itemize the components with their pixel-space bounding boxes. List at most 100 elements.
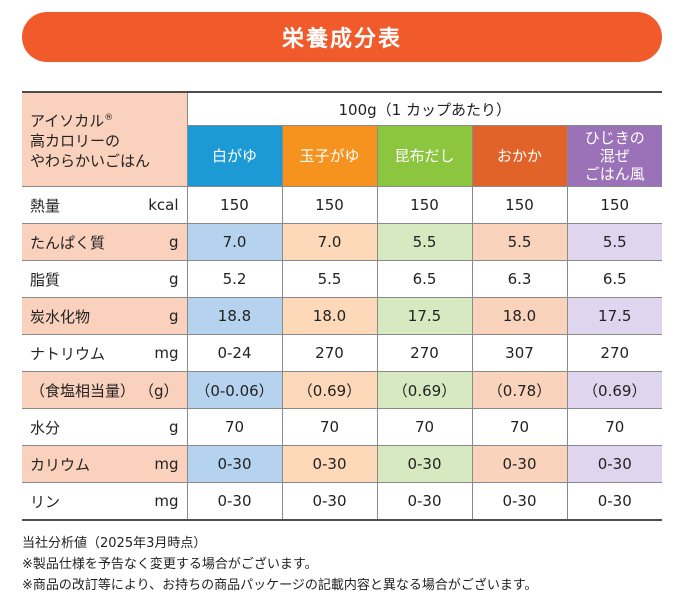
flavor-header: おかか — [471, 125, 568, 187]
flavor-label: 玉子がゆ — [299, 147, 360, 165]
nutrient-value: 150 — [376, 186, 473, 224]
nutrient-value: 270 — [281, 334, 378, 372]
page-title: 栄養成分表 — [281, 27, 402, 52]
nutrient-label-cell: たんぱく質 g — [22, 223, 188, 261]
nutrient-label-cell: 水分 g — [22, 408, 188, 446]
flavor-header: 白がゆ — [187, 125, 283, 187]
nutrient-unit: kcal — [148, 196, 179, 214]
nutrient-value: 150 — [281, 186, 378, 224]
footnote-line: ※製品仕様を予告なく変更する場合がございます。 — [22, 557, 318, 572]
nutrient-unit: g — [168, 418, 179, 436]
nutrient-value: 18.0 — [471, 297, 568, 335]
nutrient-label-cell: ナトリウム mg — [22, 334, 188, 372]
nutrient-label-cell: （食塩相当量） （g） — [22, 371, 188, 409]
nutrient-value: 150 — [186, 186, 283, 224]
footnotes: 当社分析値（2025年3月時点） ※製品仕様を予告なく変更する場合がございます。… — [22, 533, 662, 596]
nutrient-row: （食塩相当量） （g） （0-0.06） （0.69） （0.69） （0.78） （0.6… — [22, 371, 662, 409]
nutrient-value: （0.78） — [471, 371, 568, 409]
nutrient-name: たんぱく質 — [30, 233, 106, 252]
flavor-label: 白がゆ — [211, 147, 257, 165]
nutrient-value: 6.5 — [566, 260, 662, 298]
footnote-line: 当社分析値（2025年3月時点） — [22, 536, 207, 551]
nutrient-label-cell: 熱量 kcal — [22, 186, 188, 224]
nutrient-value: 5.5 — [471, 223, 568, 261]
nutrient-value: 18.8 — [186, 297, 283, 335]
nutrient-value: 0-30 — [471, 445, 568, 483]
nutrient-unit: g — [168, 270, 179, 288]
nutrient-row: 脂質 g 5.2 5.5 6.5 6.3 6.5 — [22, 260, 662, 298]
nutrient-unit: （g） — [138, 381, 179, 400]
nutrient-name: 炭水化物 — [30, 307, 91, 326]
nutrient-value: 5.5 — [281, 260, 378, 298]
nutrient-value: （0-0.06） — [186, 371, 283, 409]
registered-mark: ® — [104, 113, 114, 123]
nutrient-value: 17.5 — [566, 297, 662, 335]
nutrient-value: 5.5 — [566, 223, 662, 261]
product-name-line: やわらかいごはん — [30, 152, 151, 170]
nutrient-label-cell: 脂質 g — [22, 260, 188, 298]
nutrient-value: 0-30 — [376, 445, 473, 483]
nutrient-name: 脂質 — [30, 270, 61, 289]
flavor-header: 玉子がゆ — [281, 125, 378, 187]
nutrient-unit: g — [168, 307, 179, 325]
nutrient-row: 水分 g 70 70 70 70 70 — [22, 408, 662, 446]
nutrient-unit: mg — [154, 492, 179, 510]
nutrient-value: 5.2 — [186, 260, 283, 298]
title-banner: 栄養成分表 — [22, 12, 662, 62]
nutrient-value: 18.0 — [281, 297, 378, 335]
nutrient-value: 5.5 — [376, 223, 473, 261]
nutrient-label-cell: カリウム mg — [22, 445, 188, 483]
nutrient-label-cell: 炭水化物 g — [22, 297, 188, 335]
nutrient-name: カリウム — [30, 455, 91, 474]
nutrient-name: 水分 — [30, 418, 61, 437]
nutrient-value: 270 — [566, 334, 662, 372]
nutrient-label-cell: リン mg — [22, 482, 188, 521]
nutrient-value: 70 — [471, 408, 568, 446]
flavor-header: 昆布だし — [376, 125, 473, 187]
nutrient-unit: mg — [154, 455, 179, 473]
nutrient-value: 6.5 — [376, 260, 473, 298]
nutrient-value: 70 — [281, 408, 378, 446]
nutrient-value: 7.0 — [281, 223, 378, 261]
nutrient-name: 熱量 — [30, 196, 61, 215]
nutrient-row: リン mg 0-30 0-30 0-30 0-30 0-30 — [22, 482, 662, 521]
nutrient-row: 熱量 kcal 150 150 150 150 150 — [22, 186, 662, 224]
nutrient-value: （0.69） — [376, 371, 473, 409]
nutrient-value: 0-30 — [281, 445, 378, 483]
nutrient-value: 0-30 — [566, 482, 662, 521]
flavor-label: ごはん風 — [584, 165, 645, 183]
nutrient-row: たんぱく質 g 7.0 7.0 5.5 5.5 5.5 — [22, 223, 662, 261]
nutrient-value: （0.69） — [281, 371, 378, 409]
nutrient-name: （食塩相当量） — [30, 381, 136, 400]
product-name-cell: アイソカル® 高カロリーの やわらかいごはん — [22, 91, 188, 187]
product-name-line: アイソカル® — [30, 112, 114, 130]
nutrient-name: リン — [30, 492, 61, 511]
nutrient-value: 6.3 — [471, 260, 568, 298]
nutrient-value: 150 — [566, 186, 662, 224]
nutrient-name: ナトリウム — [30, 344, 106, 363]
nutrient-value: 70 — [186, 408, 283, 446]
nutrient-row: 炭水化物 g 18.8 18.0 17.5 18.0 17.5 — [22, 297, 662, 335]
flavor-label: ひじきの — [584, 129, 645, 147]
nutrient-value: （0.69） — [566, 371, 662, 409]
nutrient-unit: g — [168, 233, 179, 251]
nutrient-value: 70 — [566, 408, 662, 446]
nutrient-value: 0-30 — [186, 445, 283, 483]
nutrient-value: 0-30 — [376, 482, 473, 521]
nutrient-value: 0-30 — [566, 445, 662, 483]
nutrient-value: 0-30 — [281, 482, 378, 521]
serving-size-header: 100g（1 カップあたり） — [186, 91, 662, 126]
nutrient-row: ナトリウム mg 0-24 270 270 307 270 — [22, 334, 662, 372]
nutrient-value: 0-30 — [471, 482, 568, 521]
nutrient-unit: mg — [154, 344, 179, 362]
flavor-label: 昆布だし — [394, 147, 455, 165]
product-name-line: 高カロリーの — [30, 132, 121, 150]
nutrient-value: 307 — [471, 334, 568, 372]
footnote-line: ※商品の改訂等により、お持ちの商品パッケージの記載内容と異なる場合がございます。 — [22, 578, 538, 593]
nutrient-value: 270 — [376, 334, 473, 372]
nutrition-table: アイソカル® 高カロリーの やわらかいごはん 100g（1 カップあたり） 白が… — [22, 91, 662, 521]
nutrient-row: カリウム mg 0-30 0-30 0-30 0-30 0-30 — [22, 445, 662, 483]
flavor-header: ひじきの 混ぜ ごはん風 — [566, 125, 662, 187]
nutrient-value: 70 — [376, 408, 473, 446]
nutrient-value: 17.5 — [376, 297, 473, 335]
